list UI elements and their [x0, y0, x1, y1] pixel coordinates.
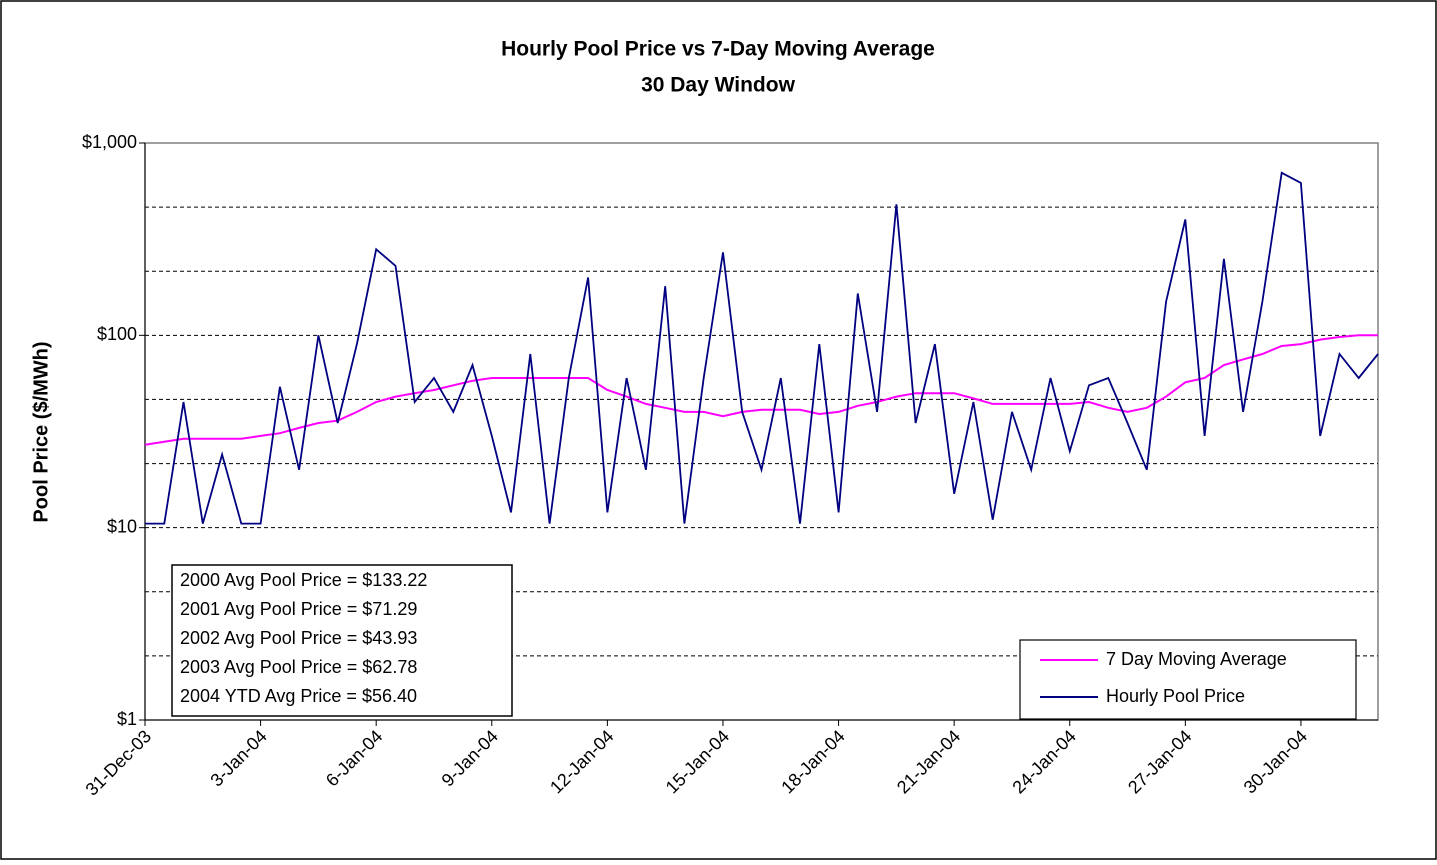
data-line [144, 334, 1378, 446]
annotation: 2000 Avg Pool Price = $133.22 [180, 570, 427, 590]
annotation: 2004 YTD Avg Price = $56.40 [180, 686, 417, 706]
annotation: 2003 Avg Pool Price = $62.78 [180, 657, 417, 677]
y-tick-label: $100 [97, 324, 137, 344]
legend-label: Hourly Pool Price [1106, 686, 1245, 706]
annotation-box [171, 564, 513, 717]
y-tick-label: $1 [117, 709, 137, 729]
legend-box [1019, 639, 1357, 720]
y-tick-label: $1,000 [82, 132, 137, 152]
data-line [145, 171, 1379, 525]
chart-subtitle: 30 Day Window [641, 74, 796, 97]
legend-label: 7 Day Moving Average [1106, 649, 1287, 669]
annotation: 2002 Avg Pool Price = $43.93 [180, 628, 417, 648]
y-tick-label: $10 [107, 516, 137, 536]
annotation: 2001 Avg Pool Price = $71.29 [180, 599, 417, 619]
chart-title: Hourly Pool Price vs 7-Day Moving Averag… [501, 38, 935, 61]
y-axis-label: Pool Price ($/MWh) [30, 341, 52, 522]
